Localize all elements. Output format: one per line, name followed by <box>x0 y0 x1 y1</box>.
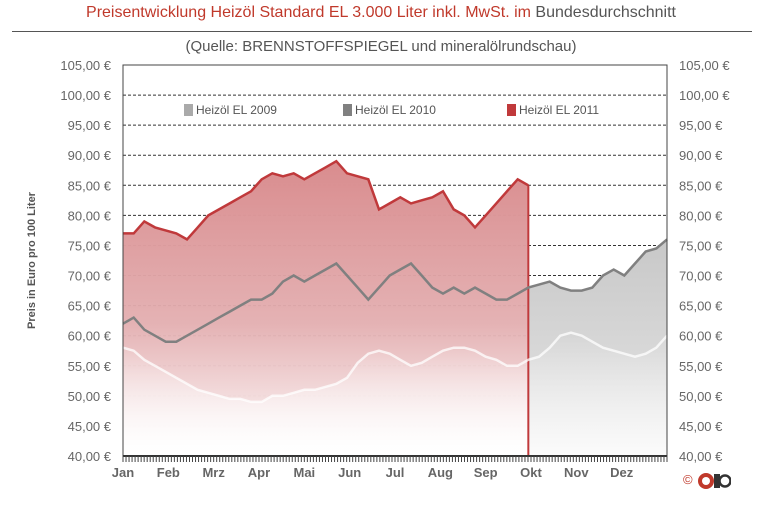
series-lines <box>122 159 668 404</box>
x-tick-label: Sep <box>474 465 498 480</box>
legend-swatch <box>184 104 193 116</box>
plot-areas <box>123 161 667 456</box>
chart-title: Preisentwicklung Heizöl Standard EL 3.00… <box>0 4 762 22</box>
series-line-2011 <box>123 159 529 241</box>
y-tick-label-right: 55,00 € <box>679 359 723 374</box>
y-tick-label-right: 40,00 € <box>679 449 723 464</box>
x-tick-label: Nov <box>564 465 589 480</box>
y-tick-label-left: 90,00 € <box>68 148 112 163</box>
y-tick-label-left: 75,00 € <box>68 238 112 253</box>
legend-swatch <box>507 104 516 116</box>
y-tick-label-left: 60,00 € <box>68 329 112 344</box>
x-tick-label: Dez <box>610 465 634 480</box>
y-tick-label-right: 60,00 € <box>679 329 723 344</box>
y-tick-label-left: 100,00 € <box>60 88 111 103</box>
legend-label: Heizöl EL 2011 <box>519 103 599 117</box>
y-tick-label-left: 55,00 € <box>68 359 112 374</box>
y-tick-label-left: 95,00 € <box>68 118 112 133</box>
x-tick-label: Mai <box>293 465 315 480</box>
axes: 40,00 € 40,00 € 45,00 € 45,00 € 50,00 € 50,00… <box>26 58 730 480</box>
x-tick-label: Okt <box>520 465 542 480</box>
legend-item: Heizöl EL 2011 <box>507 103 599 117</box>
x-tick-label: Jan <box>112 465 134 480</box>
y-tick-label-right: 80,00 € <box>679 208 723 223</box>
y-tick-label-left: 45,00 € <box>68 419 112 434</box>
y-tick-label-right: 75,00 € <box>679 238 723 253</box>
y-tick-label-right: 65,00 € <box>679 299 723 314</box>
brand-logo-icon <box>698 473 731 489</box>
x-tick-label: Mrz <box>202 465 225 480</box>
y-tick-label-right: 105,00 € <box>679 58 730 73</box>
series-line-2010 <box>122 238 668 343</box>
copyright-symbol: © <box>683 472 693 487</box>
y-tick-label-right: 70,00 € <box>679 269 723 284</box>
y-tick-label-left: 85,00 € <box>68 178 112 193</box>
y-tick-label-left: 40,00 € <box>68 449 112 464</box>
legend-item: Heizöl EL 2009 <box>184 103 277 117</box>
title-main: Preisentwicklung Heizöl Standard EL 3.00… <box>86 4 531 21</box>
legend-swatch <box>343 104 352 116</box>
y-tick-label-right: 85,00 € <box>679 178 723 193</box>
title-divider <box>12 31 752 32</box>
legend: Heizöl EL 2009 Heizöl EL 2010 Heizöl EL 20… <box>184 103 599 117</box>
x-minor-ticks <box>122 456 668 462</box>
y-tick-label-right: 100,00 € <box>679 88 730 103</box>
legend-label: Heizöl EL 2010 <box>355 103 436 117</box>
x-tick-label: Apr <box>248 465 270 480</box>
y-axis-title: Preis in Euro pro 100 Liter <box>26 191 38 329</box>
legend-item: Heizöl EL 2010 <box>343 103 436 117</box>
y-tick-label-right: 90,00 € <box>679 148 723 163</box>
title-tail: Bundesdurchschnitt <box>535 4 676 21</box>
y-tick-label-left: 105,00 € <box>60 58 111 73</box>
y-tick-label-left: 70,00 € <box>68 269 112 284</box>
y-tick-label-left: 50,00 € <box>68 389 112 404</box>
chart-subtitle: (Quelle: BRENNSTOFFSPIEGEL und mineralöl… <box>185 38 577 55</box>
x-tick-label: Feb <box>157 465 180 480</box>
x-tick-label: Aug <box>428 465 453 480</box>
y-tick-label-right: 95,00 € <box>679 118 723 133</box>
legend-label: Heizöl EL 2009 <box>196 103 277 117</box>
y-tick-label-right: 45,00 € <box>679 419 723 434</box>
x-tick-label: Jun <box>338 465 361 480</box>
series-line-2009 <box>122 331 668 404</box>
area-2009 <box>123 332 667 456</box>
x-tick-label: Jul <box>386 465 405 480</box>
y-tick-label-left: 65,00 € <box>68 299 112 314</box>
y-tick-label-right: 50,00 € <box>679 389 723 404</box>
y-tick-label-left: 80,00 € <box>68 208 112 223</box>
